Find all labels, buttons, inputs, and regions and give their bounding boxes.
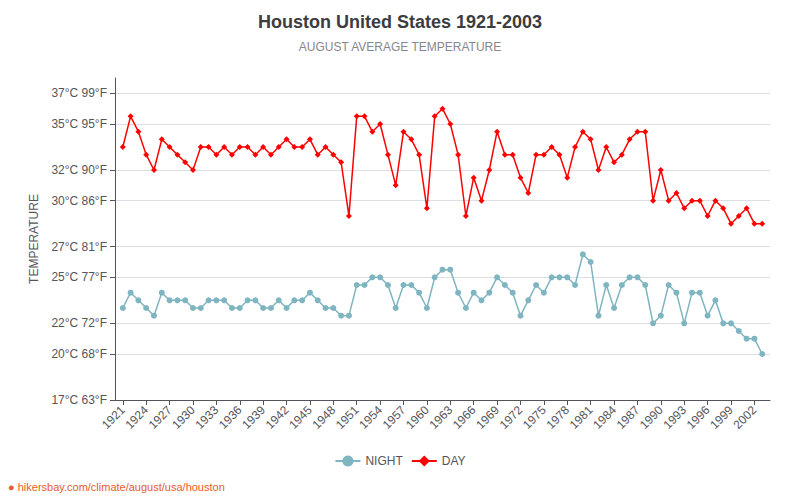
svg-text:1975: 1975	[520, 403, 549, 432]
svg-text:27°C 81°F: 27°C 81°F	[51, 240, 107, 254]
svg-text:25°C 77°F: 25°C 77°F	[51, 270, 107, 284]
svg-text:TEMPERATURE: TEMPERATURE	[27, 194, 41, 284]
svg-text:DAY: DAY	[442, 454, 466, 468]
svg-text:NIGHT: NIGHT	[365, 454, 403, 468]
svg-text:1984: 1984	[590, 403, 619, 432]
svg-text:1981: 1981	[567, 403, 596, 432]
svg-text:1969: 1969	[473, 403, 502, 432]
svg-text:30°C 86°F: 30°C 86°F	[51, 194, 107, 208]
svg-text:1924: 1924	[122, 403, 151, 432]
svg-text:1978: 1978	[543, 403, 572, 432]
svg-text:1993: 1993	[660, 403, 689, 432]
svg-text:1996: 1996	[684, 403, 713, 432]
svg-text:1987: 1987	[614, 403, 643, 432]
svg-text:1957: 1957	[380, 403, 409, 432]
svg-text:1942: 1942	[263, 403, 292, 432]
svg-text:1948: 1948	[310, 403, 339, 432]
svg-text:1921: 1921	[99, 403, 128, 432]
svg-text:1945: 1945	[286, 403, 315, 432]
svg-text:1936: 1936	[216, 403, 245, 432]
svg-text:1951: 1951	[333, 403, 362, 432]
svg-text:35°C 95°F: 35°C 95°F	[51, 117, 107, 131]
svg-text:1999: 1999	[707, 403, 736, 432]
svg-text:1927: 1927	[146, 403, 175, 432]
svg-text:1990: 1990	[637, 403, 666, 432]
svg-text:22°C 72°F: 22°C 72°F	[51, 316, 107, 330]
svg-text:1966: 1966	[450, 403, 479, 432]
svg-text:17°C 63°F: 17°C 63°F	[51, 393, 107, 407]
svg-text:1933: 1933	[193, 403, 222, 432]
svg-text:1963: 1963	[426, 403, 455, 432]
svg-text:1960: 1960	[403, 403, 432, 432]
svg-text:● hikersbay.com/climate/august: ● hikersbay.com/climate/august/usa/houst…	[8, 481, 225, 493]
svg-text:Houston United States 1921-200: Houston United States 1921-2003	[258, 12, 542, 32]
svg-text:1939: 1939	[239, 403, 268, 432]
svg-text:37°C 99°F: 37°C 99°F	[51, 86, 107, 100]
svg-text:1972: 1972	[497, 403, 526, 432]
svg-text:AUGUST AVERAGE TEMPERATURE: AUGUST AVERAGE TEMPERATURE	[299, 40, 502, 54]
svg-text:1930: 1930	[169, 403, 198, 432]
svg-text:32°C 90°F: 32°C 90°F	[51, 163, 107, 177]
svg-text:20°C 68°F: 20°C 68°F	[51, 347, 107, 361]
svg-text:1954: 1954	[356, 403, 385, 432]
svg-text:2002: 2002	[731, 403, 760, 432]
